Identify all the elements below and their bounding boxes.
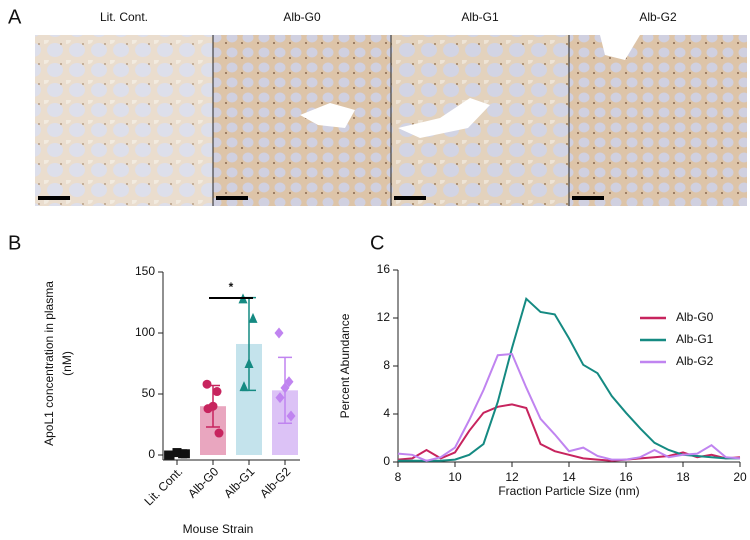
x-tick-label: Lit. Cont.: [142, 464, 186, 508]
line-series: [397, 352, 741, 462]
x-tick-label: Alb-G2: [257, 464, 294, 501]
x-axis-label: Fraction Particle Size (nm): [498, 484, 639, 498]
data-point: [202, 379, 212, 389]
legend-label: Alb-G0: [676, 310, 714, 324]
vessel: [600, 35, 640, 60]
legend-label: Alb-G2: [676, 354, 714, 368]
line-series: [397, 403, 741, 462]
data-point: [239, 381, 249, 392]
image-title: Lit. Cont.: [100, 10, 148, 24]
data-point: [165, 450, 175, 460]
legend-label: Alb-G1: [676, 332, 714, 346]
vessel: [300, 103, 355, 128]
micrograph: [35, 35, 213, 206]
micrograph: [213, 35, 391, 206]
vessel: [398, 98, 490, 138]
data-point: [248, 312, 258, 323]
data-point: [212, 387, 222, 397]
y-tick-label: 50: [142, 386, 156, 400]
data-point: [286, 410, 296, 422]
panel-letter: A: [8, 6, 22, 28]
micrograph: [569, 35, 747, 206]
y-axis-label: ApoL1 concentration in plasma: [42, 281, 56, 446]
y-tick-label: 4: [383, 406, 390, 420]
x-axis-label: Mouse Strain: [183, 522, 254, 536]
y-tick-label: 0: [148, 447, 155, 461]
x-tick-label: 18: [676, 470, 690, 484]
data-point: [203, 404, 213, 414]
y-tick-label: 150: [135, 264, 155, 278]
data-point: [274, 327, 284, 339]
x-tick-label: 12: [505, 470, 519, 484]
y-axis-label: Percent Abundance: [338, 313, 352, 418]
image-title: Alb-G0: [283, 10, 321, 24]
x-tick-label: 10: [448, 470, 462, 484]
y-tick-label: 12: [377, 310, 391, 324]
panel-letter: B: [8, 232, 21, 254]
y-tick-label: 0: [383, 454, 390, 468]
data-point: [180, 449, 190, 459]
x-tick-label: Alb-G0: [185, 464, 222, 501]
data-point: [280, 382, 290, 394]
panel-letter: C: [370, 232, 384, 254]
micrographs: [35, 35, 747, 206]
y-axis-label: (nM): [60, 351, 74, 376]
x-tick-label: 8: [395, 470, 402, 484]
x-tick-label: 14: [562, 470, 576, 484]
x-tick-label: Alb-G1: [221, 464, 258, 501]
data-point: [172, 448, 182, 458]
y-tick-label: 8: [383, 358, 390, 372]
data-point: [214, 428, 224, 438]
data-point: [244, 358, 254, 368]
x-tick-label: 20: [733, 470, 747, 484]
data-point: [275, 392, 285, 404]
y-tick-label: 100: [135, 325, 155, 339]
y-tick-label: 16: [377, 262, 391, 276]
image-title: Alb-G1: [461, 10, 499, 24]
image-title: Alb-G2: [639, 10, 677, 24]
x-tick-label: 16: [619, 470, 633, 484]
micrograph: [391, 35, 569, 206]
significance-label: *: [229, 280, 234, 294]
